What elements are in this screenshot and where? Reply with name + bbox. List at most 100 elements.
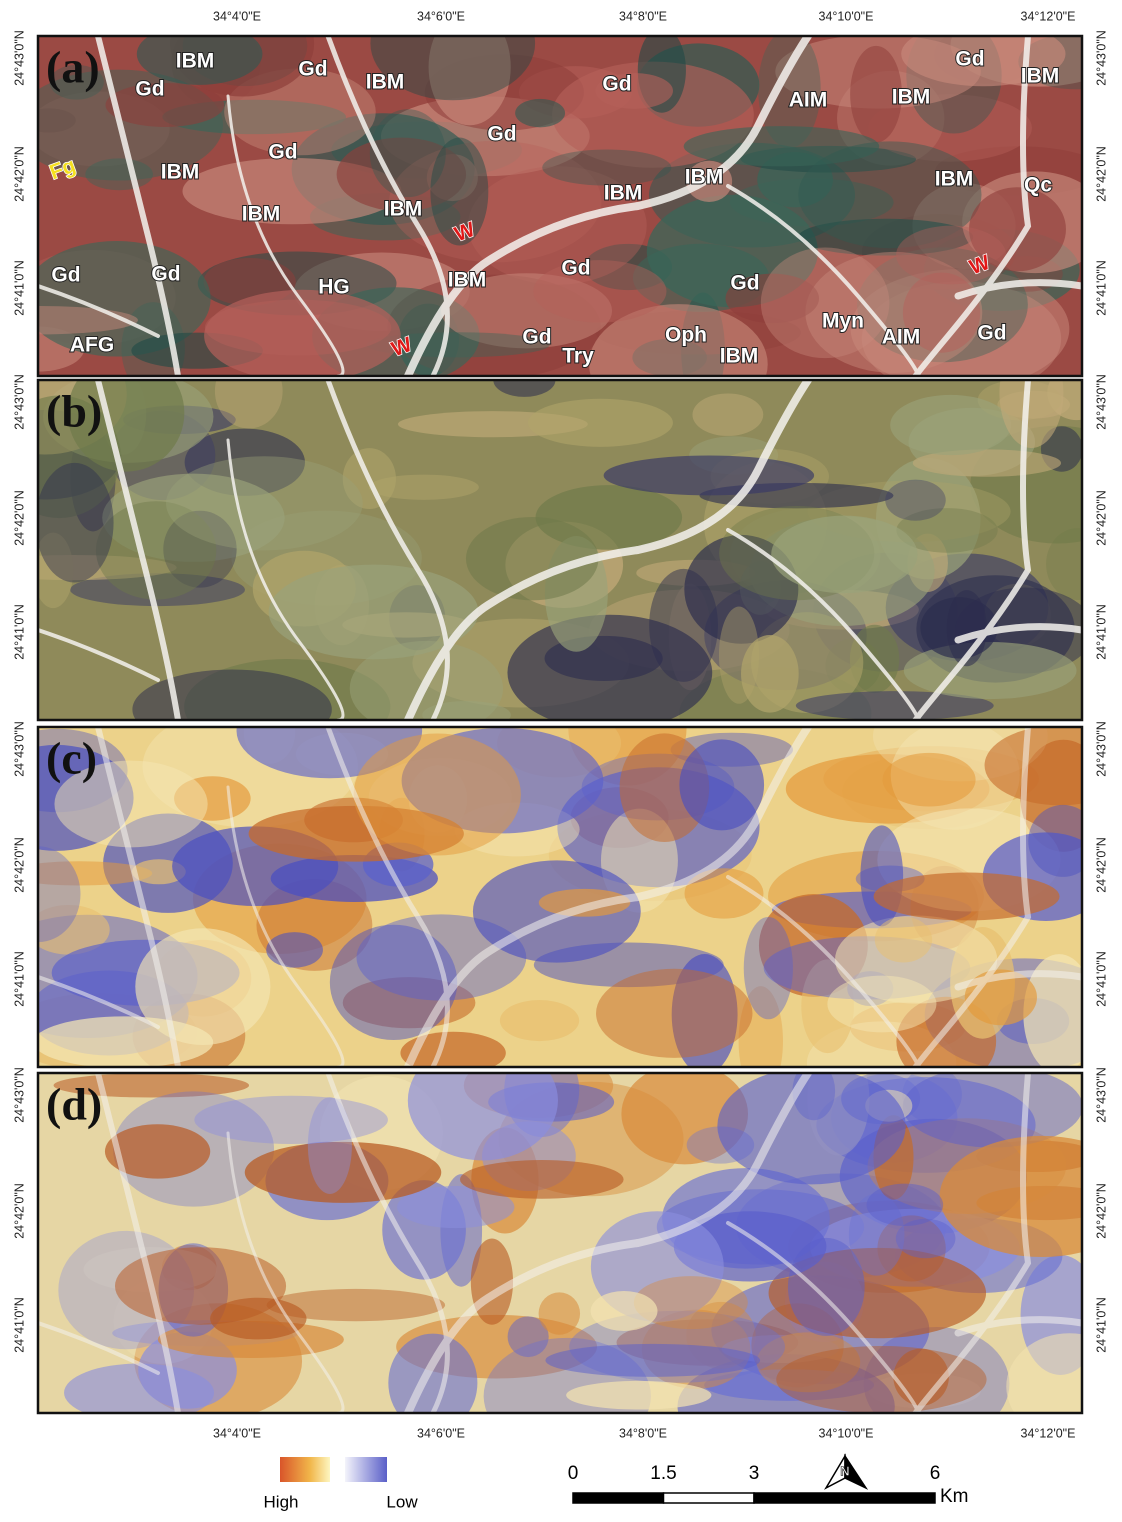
panel-label: (a): [46, 42, 100, 93]
rock-unit-label: Try: [562, 345, 594, 368]
rock-unit-label: Gd: [298, 58, 327, 81]
latitude-label: 24°41'0"N: [12, 260, 26, 316]
terrain-patch: [591, 1291, 658, 1331]
panel: [0, 334, 1122, 760]
terrain-patch: [460, 1160, 624, 1199]
rock-unit-label: AFG: [70, 334, 114, 357]
legend-label: Low: [386, 1492, 418, 1511]
north-label: N: [840, 1463, 849, 1478]
figure: (a) 24°43'0"N 24°43'0"N 24°42'0"N 24°42'0"N 2…: [0, 0, 1122, 1517]
latitude-label: 24°43'0"N: [12, 721, 26, 777]
terrain-patch: [717, 1068, 905, 1185]
rock-unit-label: Gd: [977, 322, 1006, 345]
rock-unit-label: Gd: [51, 264, 80, 287]
terrain-patch: [105, 83, 224, 127]
terrain-patch: [904, 642, 1077, 699]
rock-unit-label: IBM: [935, 168, 974, 191]
rock-unit-label: IBM: [176, 50, 215, 73]
latitude-label: 24°42'0"N: [1094, 490, 1108, 546]
latitude-label: 24°42'0"N: [12, 837, 26, 893]
legend-label: High: [264, 1492, 299, 1511]
latitude-label: 24°43'0"N: [12, 30, 26, 86]
panel: [0, 671, 1122, 1105]
rock-unit-label: Myn: [822, 310, 864, 333]
rock-unit-label: AIM: [789, 89, 828, 112]
terrain-patch: [507, 615, 712, 731]
terrain-patch: [741, 635, 799, 713]
rock-unit-label: AIM: [882, 326, 921, 349]
longitude-label: 34°12'0"E: [1021, 1426, 1076, 1440]
longitude-label: 34°4'0"E: [213, 9, 261, 23]
longitude-label: 34°12'0"E: [1021, 9, 1076, 23]
terrain-patch: [604, 455, 814, 495]
latitude-label: 24°41'0"N: [1094, 604, 1108, 660]
terrain-patch: [194, 1096, 388, 1144]
latitude-label: 24°43'0"N: [12, 1067, 26, 1123]
terrain-patch: [533, 260, 666, 322]
rock-unit-label: IBM: [448, 269, 487, 292]
scale-segment: [573, 1493, 664, 1503]
legend-ramp-low: [345, 1457, 387, 1482]
terrain-patch: [471, 1239, 513, 1325]
rock-unit-label: Gd: [135, 78, 164, 101]
terrain-patch: [354, 734, 521, 856]
latitude-label: 24°43'0"N: [12, 374, 26, 430]
terrain-patch: [874, 873, 1060, 921]
terrain-patch: [744, 917, 793, 1019]
terrain-patch: [867, 1184, 944, 1226]
rock-unit-label: Gd: [268, 141, 297, 164]
latitude-label: 24°43'0"N: [1094, 30, 1108, 86]
latitude-label: 24°42'0"N: [12, 146, 26, 202]
longitude-label: 34°6'0"E: [417, 9, 465, 23]
terrain-patch: [771, 516, 917, 594]
scale-tick-label: 3: [749, 1463, 760, 1484]
terrain-patch: [885, 480, 946, 521]
terrain-patch: [883, 753, 976, 807]
longitude-label: 34°10'0"E: [819, 1426, 874, 1440]
terrain-patch: [896, 226, 1006, 285]
latitude-label: 24°41'0"N: [12, 1297, 26, 1353]
terrain-patch: [761, 247, 890, 358]
rock-unit-label: IBM: [242, 203, 281, 226]
panels: [0, 0, 1122, 1459]
rock-unit-label: IBM: [161, 161, 200, 184]
rock-unit-label: IBM: [720, 345, 759, 368]
latitude-label: 24°42'0"N: [1094, 1183, 1108, 1239]
terrain-patch: [890, 395, 1011, 455]
latitude-label: 24°41'0"N: [1094, 951, 1108, 1007]
panel: [38, 1041, 1122, 1459]
latitude-label: 24°42'0"N: [12, 490, 26, 546]
rock-unit-label: Gd: [955, 48, 984, 71]
terrain-patch: [827, 976, 936, 1033]
rock-unit-label: Gd: [561, 257, 590, 280]
panel-label: (c): [46, 733, 97, 784]
terrain-patch: [776, 1346, 986, 1413]
latitude-label: 24°43'0"N: [1094, 721, 1108, 777]
terrain-patch: [115, 1247, 286, 1325]
rock-unit-label: IBM: [1021, 65, 1060, 88]
rock-unit-label: IBM: [384, 198, 423, 221]
panel: [0, 0, 1122, 424]
rock-unit-label: Qc: [1024, 174, 1052, 197]
latitude-label: 24°42'0"N: [1094, 146, 1108, 202]
terrain-patch: [528, 399, 673, 447]
latitude-label: 24°42'0"N: [12, 1183, 26, 1239]
terrain-patch: [679, 739, 764, 830]
rock-unit-label: Gd: [151, 263, 180, 286]
terrain-patch: [692, 393, 763, 435]
longitude-label: 34°10'0"E: [819, 9, 874, 23]
latitude-label: 24°43'0"N: [1094, 1067, 1108, 1123]
rock-unit-label: Gd: [522, 326, 551, 349]
scale-tick-label: 6: [930, 1463, 941, 1484]
terrain-patch: [903, 1066, 1083, 1148]
rock-unit-label: HG: [318, 276, 350, 299]
terrain-patch: [596, 969, 752, 1058]
scale-segment: [664, 1493, 755, 1503]
terrain-patch: [875, 917, 932, 963]
scale-segment: [754, 1493, 935, 1503]
panel-label: (d): [46, 1079, 102, 1130]
latitude-label: 24°43'0"N: [1094, 374, 1108, 430]
rock-unit-label: IBM: [604, 182, 643, 205]
scale-unit: Km: [940, 1486, 969, 1507]
scale-tick-label: 0: [568, 1463, 579, 1484]
